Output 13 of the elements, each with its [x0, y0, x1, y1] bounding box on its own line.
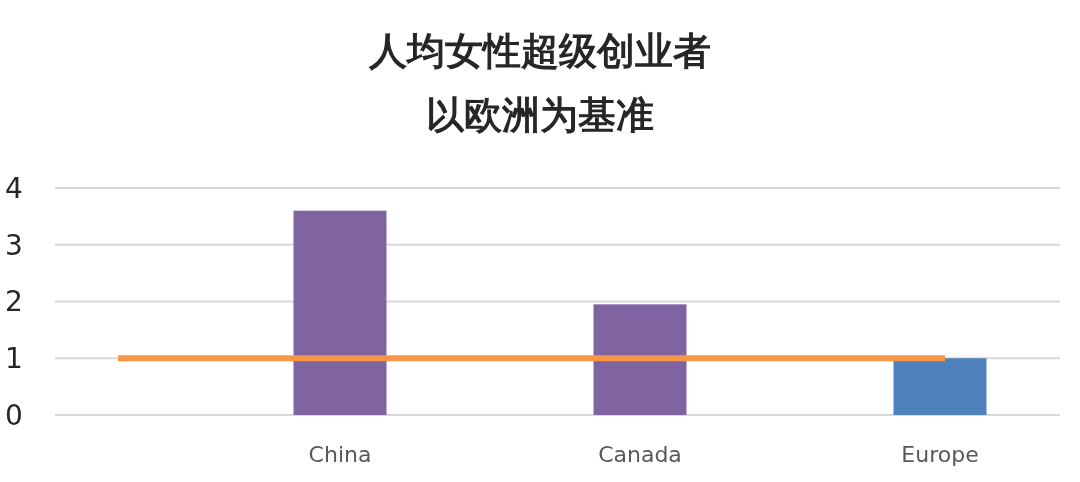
x-tick-label: China [308, 442, 372, 467]
y-tick-label: 3 [5, 228, 23, 262]
y-tick-label: 4 [5, 171, 23, 205]
chart-subtitle: 以欧洲为基准 [426, 93, 654, 137]
x-tick-label: Canada [598, 442, 682, 467]
bar [893, 358, 987, 415]
chart-title: 人均女性超级创业者 [368, 29, 711, 73]
y-tick-label: 0 [5, 398, 23, 432]
y-tick-label: 1 [5, 342, 23, 376]
bar [593, 304, 687, 415]
y-tick-label: 2 [5, 285, 23, 319]
x-tick-label: Europe [901, 442, 979, 467]
bar [293, 210, 387, 415]
